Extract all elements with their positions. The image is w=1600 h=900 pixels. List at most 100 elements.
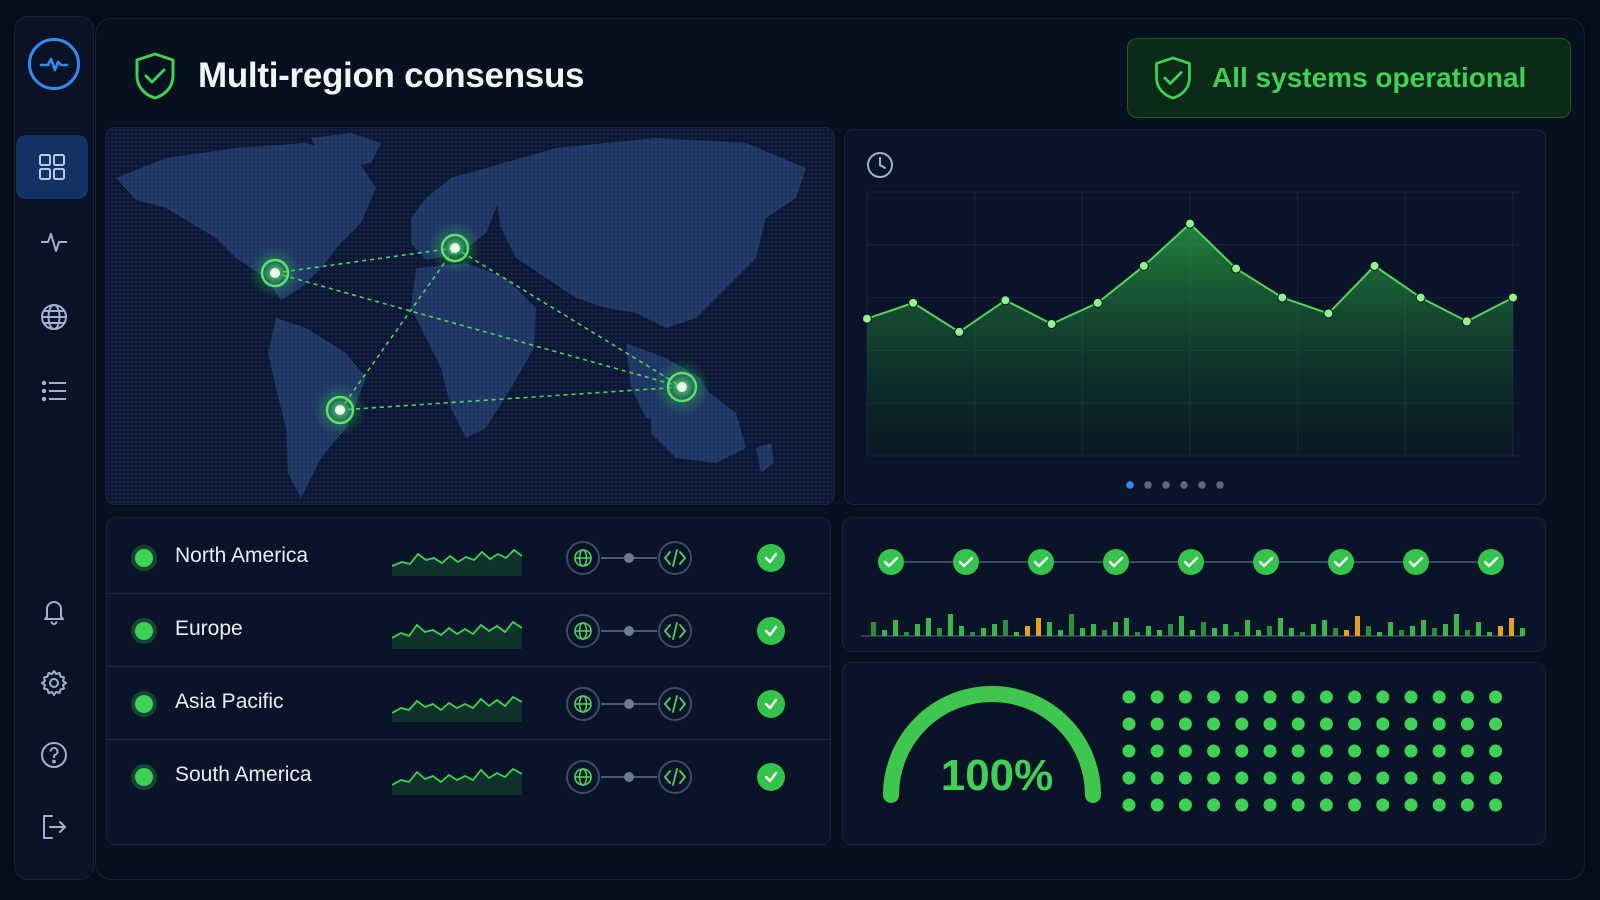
nav-settings[interactable] xyxy=(15,651,93,715)
status-check-icon xyxy=(757,544,785,572)
region-sparkline xyxy=(392,620,522,649)
map-node-asia-pacific[interactable] xyxy=(654,359,710,415)
activity-bar xyxy=(882,630,887,636)
round-check-icon[interactable] xyxy=(1403,549,1429,575)
activity-bar xyxy=(1333,628,1338,636)
node-health-dot xyxy=(1489,744,1503,758)
map-node-europe[interactable] xyxy=(429,222,481,274)
round-check-icon[interactable] xyxy=(878,549,904,575)
region-name: North America xyxy=(175,544,309,567)
globe-icon xyxy=(574,695,592,713)
round-check-icon[interactable] xyxy=(1478,549,1504,575)
nav-dashboard[interactable] xyxy=(16,135,88,199)
activity-bar xyxy=(1102,630,1107,636)
activity-bar xyxy=(1344,630,1349,636)
activity-bar xyxy=(1080,628,1085,636)
pager-dot[interactable] xyxy=(1144,481,1152,489)
region-row-europe[interactable]: Europe xyxy=(107,595,830,667)
round-check-icon[interactable] xyxy=(1028,549,1054,575)
node-health-dot xyxy=(1291,717,1305,731)
node-health-dot xyxy=(1263,717,1277,731)
node-health-dot xyxy=(1489,798,1503,812)
pager-dot[interactable] xyxy=(1126,481,1134,489)
data-point[interactable] xyxy=(862,313,872,324)
nav-activity[interactable] xyxy=(15,210,93,274)
node-health-dot xyxy=(1207,798,1221,812)
nav-notifications[interactable] xyxy=(15,579,93,643)
data-point[interactable] xyxy=(1369,260,1380,271)
status-dot xyxy=(135,695,153,713)
round-check-icon[interactable] xyxy=(1328,549,1354,575)
activity-bar xyxy=(1278,618,1283,636)
region-row-asia-pacific[interactable]: Asia Pacific xyxy=(107,668,830,740)
nav-help[interactable] xyxy=(15,723,93,787)
node-health-dot xyxy=(1263,690,1277,704)
activity-bar xyxy=(1003,620,1008,636)
data-point[interactable] xyxy=(1092,297,1103,308)
round-check-icon[interactable] xyxy=(953,549,979,575)
pager-dot[interactable] xyxy=(1180,481,1188,489)
activity-bar xyxy=(1113,622,1118,636)
node-health-dot xyxy=(1291,771,1305,785)
data-point[interactable] xyxy=(1508,292,1518,303)
activity-bar xyxy=(948,614,953,636)
node-health-dot xyxy=(1319,771,1333,785)
activity-bar xyxy=(871,622,876,636)
data-point[interactable] xyxy=(1046,319,1057,329)
node-health-dot xyxy=(1489,771,1503,785)
data-point[interactable] xyxy=(954,326,965,337)
data-point[interactable] xyxy=(1415,292,1426,303)
activity-bar xyxy=(1058,630,1063,636)
region-name: Europe xyxy=(175,617,243,640)
data-point[interactable] xyxy=(1000,295,1011,306)
pager-dot[interactable] xyxy=(1216,481,1224,489)
activity-bar xyxy=(1245,620,1250,636)
node-health-dot xyxy=(1263,771,1277,785)
region-sparkline xyxy=(392,548,522,576)
code-icon xyxy=(664,768,686,786)
round-check-icon[interactable] xyxy=(1103,549,1129,575)
data-point[interactable] xyxy=(908,297,919,308)
round-check-icon[interactable] xyxy=(1253,549,1279,575)
data-point[interactable] xyxy=(1461,316,1472,327)
node-health-dot xyxy=(1348,690,1362,704)
activity-bar xyxy=(1520,628,1525,636)
region-row-south-america[interactable]: South America xyxy=(107,741,830,813)
node-health-dot xyxy=(1122,717,1136,731)
data-point[interactable] xyxy=(1277,292,1288,303)
nav-list[interactable] xyxy=(15,359,93,423)
data-point[interactable] xyxy=(1185,218,1195,229)
node-health-dot xyxy=(1291,744,1305,758)
node-health-dot xyxy=(1348,744,1362,758)
region-link-indicator xyxy=(566,687,692,721)
dashboard-grid-icon xyxy=(39,154,65,180)
region-row-north-america[interactable]: North America xyxy=(107,522,830,594)
pager-dot[interactable] xyxy=(1198,481,1206,489)
page-header: Multi-region consensus xyxy=(132,51,585,101)
data-point[interactable] xyxy=(1323,308,1334,319)
clock-icon xyxy=(867,152,893,178)
round-check-icon[interactable] xyxy=(1178,549,1204,575)
map-node-north-america[interactable] xyxy=(249,247,301,299)
nav-regions[interactable] xyxy=(15,285,93,349)
node-health-dot xyxy=(1235,717,1249,731)
activity-bar xyxy=(1124,618,1129,636)
node-health-dot xyxy=(1178,690,1192,704)
nav-logout[interactable] xyxy=(15,795,93,859)
globe-icon xyxy=(574,768,592,786)
pager-dot[interactable] xyxy=(1162,481,1170,489)
code-icon xyxy=(664,695,686,713)
gauge-fill xyxy=(883,686,1101,803)
activity-bar xyxy=(959,626,964,636)
node-health-dot xyxy=(1404,798,1418,812)
consensus-latency-chart xyxy=(844,129,1546,505)
node-health-dot xyxy=(1235,744,1249,758)
region-sparkline xyxy=(392,695,522,722)
node-health-dot xyxy=(1207,717,1221,731)
data-point[interactable] xyxy=(1231,263,1242,274)
status-check-icon xyxy=(757,617,785,645)
activity-bar xyxy=(1091,624,1096,636)
activity-bar xyxy=(926,618,931,636)
data-point[interactable] xyxy=(1138,260,1149,271)
map-node-south-america[interactable] xyxy=(314,384,366,436)
